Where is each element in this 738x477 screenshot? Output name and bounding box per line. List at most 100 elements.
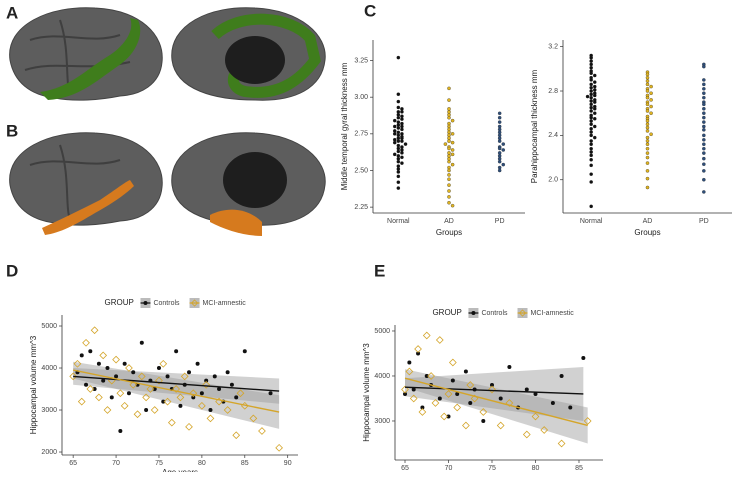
x-tick-label: 75	[155, 460, 163, 467]
dot	[497, 151, 502, 155]
point	[176, 393, 185, 402]
point	[208, 408, 213, 413]
point	[453, 403, 462, 412]
point	[163, 397, 172, 406]
point	[437, 396, 442, 401]
dot	[702, 190, 706, 194]
dot	[400, 139, 404, 143]
point	[223, 406, 232, 414]
dot	[447, 98, 451, 102]
dot	[396, 136, 401, 140]
dot	[589, 105, 593, 110]
dot	[447, 130, 451, 135]
dot	[447, 110, 451, 114]
point	[431, 399, 440, 407]
legend-label: MCI-amnestic	[531, 310, 575, 317]
dot	[396, 110, 401, 114]
point	[249, 414, 258, 423]
point	[232, 431, 241, 440]
dot	[447, 183, 451, 187]
x-tick-label: 90	[284, 460, 292, 467]
point	[422, 331, 431, 340]
point	[99, 351, 108, 360]
dot	[702, 146, 706, 151]
point	[236, 389, 245, 398]
point	[202, 380, 211, 389]
dot	[589, 142, 593, 146]
dot	[649, 98, 653, 102]
dot	[589, 139, 593, 143]
dot	[702, 111, 706, 115]
point	[204, 378, 209, 383]
dot	[392, 152, 397, 157]
dot	[396, 120, 401, 124]
point	[101, 378, 106, 383]
dot	[447, 124, 451, 129]
dot	[450, 140, 455, 145]
point	[583, 417, 592, 425]
legend-title: GROUP	[432, 308, 461, 317]
dot	[589, 78, 593, 82]
point	[407, 360, 412, 365]
dot	[396, 174, 401, 179]
panel-label: D	[6, 261, 18, 280]
brain-lateral-b	[9, 132, 163, 235]
dot	[400, 114, 404, 118]
dot	[450, 132, 455, 136]
dot	[702, 87, 706, 91]
dot	[589, 126, 593, 131]
point	[581, 355, 586, 360]
dot	[593, 88, 597, 92]
dot	[400, 132, 404, 136]
point	[420, 405, 425, 410]
x-tick-label: 80	[198, 460, 206, 467]
dot	[396, 180, 401, 184]
dot	[400, 155, 404, 160]
dot	[447, 154, 451, 158]
x-tick-label: 65	[69, 460, 77, 467]
point	[86, 385, 95, 393]
fit-line	[404, 386, 584, 395]
dot	[447, 157, 451, 161]
dot	[400, 161, 404, 165]
dot	[497, 165, 502, 170]
point	[114, 374, 119, 379]
dot	[645, 169, 650, 173]
dot	[396, 92, 401, 96]
x-tick-label: Normal	[387, 218, 410, 225]
dot	[396, 154, 401, 158]
y-tick-label: 3.00	[354, 94, 368, 101]
dot	[589, 102, 593, 107]
dot	[447, 195, 451, 199]
point	[122, 361, 127, 366]
dot	[649, 84, 653, 89]
point	[187, 370, 192, 375]
dot	[645, 79, 650, 83]
dot	[447, 136, 451, 140]
point	[178, 403, 183, 408]
dot	[447, 146, 451, 151]
dot	[396, 146, 401, 151]
point	[180, 372, 189, 381]
fit-line	[73, 369, 280, 413]
dot	[400, 127, 404, 132]
y-axis-label: Hippocampal volume mm^3	[29, 335, 38, 434]
dot	[400, 110, 404, 114]
dot	[589, 99, 593, 103]
dot	[702, 142, 706, 146]
dot	[396, 186, 401, 190]
point	[92, 387, 97, 392]
dot	[649, 104, 653, 109]
point	[165, 374, 170, 379]
dot	[589, 85, 593, 90]
dot	[645, 155, 650, 160]
brain-medial-b	[171, 132, 326, 236]
point	[405, 367, 414, 376]
dot	[396, 113, 401, 117]
point	[411, 387, 416, 392]
point	[435, 336, 444, 344]
point	[191, 395, 196, 400]
point	[424, 373, 429, 378]
y-tick-label: 3.2	[548, 43, 558, 50]
point	[479, 408, 488, 416]
